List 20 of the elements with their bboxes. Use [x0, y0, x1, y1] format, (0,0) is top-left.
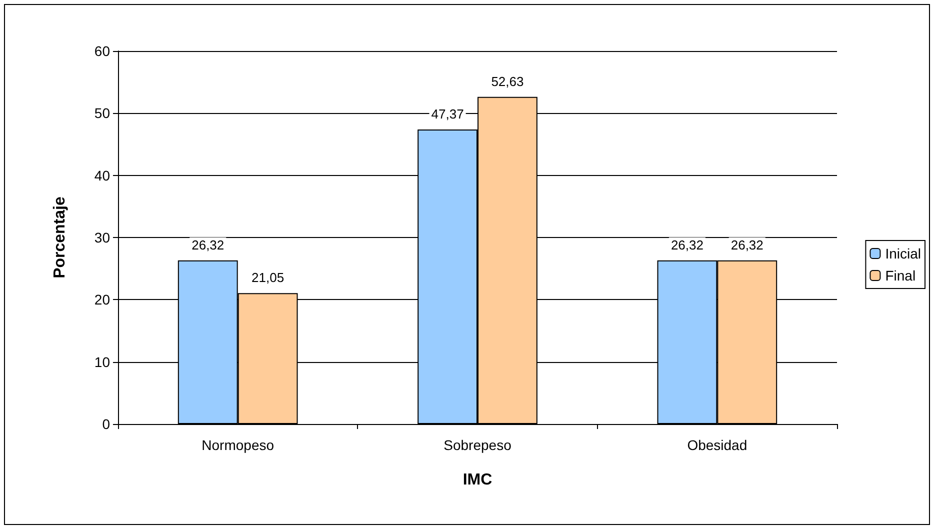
y-tick-label: 10: [94, 354, 110, 370]
data-label: 26,32: [730, 237, 764, 252]
data-label: 26,32: [192, 237, 224, 252]
y-tick-label: 60: [94, 43, 110, 59]
y-tick-label: 20: [94, 292, 110, 308]
legend-label: Final: [885, 268, 916, 284]
data-label: 21,05: [252, 270, 284, 286]
data-label: 26,32: [670, 237, 704, 252]
y-tick-label: 30: [94, 230, 110, 246]
x-tick-label: Obesidad: [687, 437, 748, 453]
x-tick-label: Sobrepeso: [444, 437, 512, 453]
y-tick-label: 50: [94, 105, 110, 122]
y-axis-title: Porcentaje: [52, 196, 68, 278]
x-axis-title: IMC: [462, 472, 493, 488]
x-tick-label: Normopeso: [202, 437, 274, 453]
data-label: 47,37: [431, 106, 464, 122]
legend-label: Inicial: [885, 246, 922, 262]
y-tick-label: 0: [102, 416, 110, 432]
y-tick-label: 40: [94, 167, 110, 184]
data-label: 52,63: [491, 74, 524, 89]
